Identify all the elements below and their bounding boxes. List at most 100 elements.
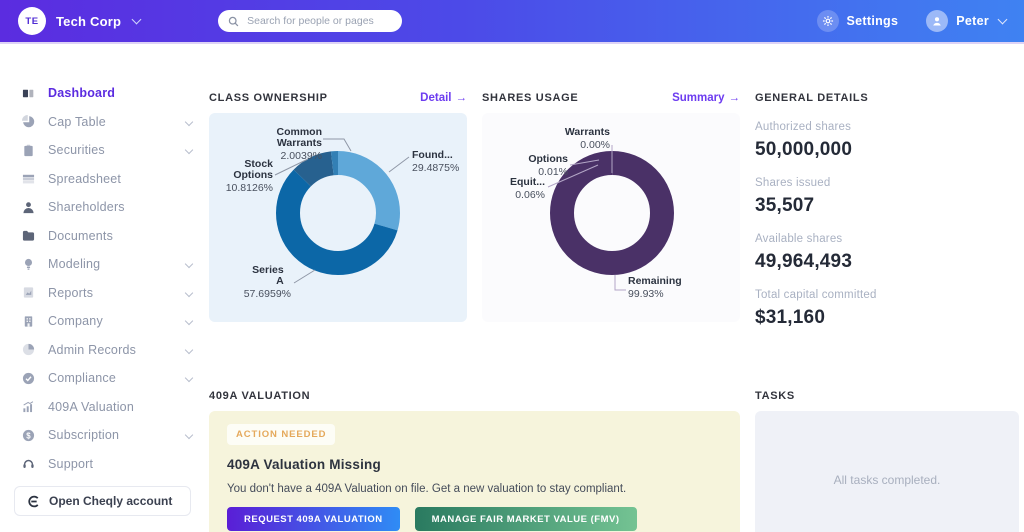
sidebar-item-modeling[interactable]: Modeling	[0, 250, 205, 279]
sidebar-item-admin-records[interactable]: Admin Records	[0, 336, 205, 365]
sidebar-item-label: Dashboard	[48, 86, 116, 101]
sidebar: Dashboard Cap Table Securities Spreadsheet S…	[0, 42, 205, 532]
valuation-missing-title: 409A Valuation Missing	[227, 457, 381, 472]
top-bar: TE Tech Corp Settings Peter	[0, 0, 1024, 42]
chevron-down-icon[interactable]	[184, 430, 194, 440]
sidebar-item-label: Compliance	[48, 371, 117, 386]
lightbulb-icon	[22, 258, 35, 271]
person-icon	[22, 201, 35, 214]
sidebar-item-compliance[interactable]: Compliance	[0, 364, 205, 393]
settings-label: Settings	[846, 14, 899, 28]
valuation-missing-description: You don't have a 409A Valuation on file.…	[227, 483, 627, 495]
folder-icon	[22, 229, 35, 242]
chevron-down-icon[interactable]	[184, 316, 194, 326]
tasks-empty-text: All tasks completed.	[833, 473, 941, 487]
sidebar-item-shareholders[interactable]: Shareholders	[0, 193, 205, 222]
sidebar-item-label: 409A Valuation	[48, 399, 134, 414]
open-cheqly-account-button[interactable]: Open Cheqly account	[14, 486, 191, 516]
chart-label-warrants: Warrants 0.00%	[564, 126, 610, 151]
chevron-down-icon	[997, 14, 1008, 25]
sidebar-item-dashboard[interactable]: Dashboard	[0, 79, 205, 108]
chevron-down-icon[interactable]	[184, 345, 194, 354]
donut-segment-remaining[interactable]	[550, 151, 674, 275]
request-409a-valuation-button[interactable]: REQUEST 409A VALUATION	[227, 507, 400, 531]
sidebar-item-documents[interactable]: Documents	[0, 222, 205, 251]
chevron-down-icon[interactable]	[184, 288, 194, 297]
user-icon	[933, 17, 941, 26]
svg-text:$: $	[26, 431, 31, 440]
open-cheqly-account-label: Open Cheqly account	[49, 494, 173, 508]
company-switcher[interactable]: TE Tech Corp	[18, 7, 142, 35]
global-search[interactable]	[218, 10, 403, 32]
stat-available-shares: Available shares 49,964,493	[755, 233, 853, 272]
sidebar-item-label: Documents	[48, 228, 114, 243]
sidebar-item-label: Admin Records	[48, 342, 137, 357]
shares-usage-summary-link[interactable]: Summary →	[672, 92, 740, 104]
dollar-circle-icon: $	[22, 429, 35, 442]
sidebar-item-reports[interactable]: Reports	[0, 279, 205, 308]
sidebar-item-company[interactable]: Company	[0, 307, 205, 336]
chart-label-common-warrants: Common Warrants 2.0039%	[276, 126, 323, 162]
arrow-right-icon: →	[728, 92, 741, 104]
support-icon	[22, 457, 35, 470]
action-needed-badge: ACTION NEEDED	[227, 424, 336, 445]
summary-link-label: Summary	[672, 92, 725, 104]
sidebar-item-label: Cap Table	[48, 114, 106, 129]
shares-usage-card: Warrants 0.00% Options 0.01% Equit... 0.…	[482, 113, 740, 322]
arrow-right-icon: →	[455, 92, 468, 104]
stat-total-capital-committed: Total capital committed $31,160	[755, 289, 877, 328]
tasks-title: TASKS	[755, 390, 795, 402]
spreadsheet-icon	[22, 172, 35, 185]
sidebar-item-label: Reports	[48, 285, 94, 300]
chart-label-options: Options 0.01%	[528, 153, 568, 178]
chevron-down-icon[interactable]	[184, 259, 194, 269]
class-ownership-donut-chart[interactable]	[209, 113, 467, 322]
gear-icon	[816, 10, 839, 32]
user-name: Peter	[956, 14, 989, 28]
tasks-card: All tasks completed.	[755, 411, 1019, 532]
donut-segment-common-warrants[interactable]	[276, 151, 400, 275]
sidebar-item-label: Company	[48, 314, 103, 329]
avatar	[926, 10, 949, 32]
sidebar-item-subscription[interactable]: $ Subscription	[0, 421, 205, 450]
chevron-down-icon[interactable]	[184, 145, 194, 155]
pie-chart-icon	[22, 115, 35, 128]
company-name: Tech Corp	[56, 13, 122, 29]
general-details-panel: Authorized shares 50,000,000 Shares issu…	[755, 113, 1019, 345]
company-logo: TE	[18, 7, 46, 35]
cheqly-logo-icon	[27, 495, 40, 508]
sidebar-item-409a-valuation[interactable]: 409A Valuation	[0, 393, 205, 422]
records-icon	[22, 343, 35, 356]
donut-segment-series-a[interactable]	[276, 151, 400, 275]
chart-label-remaining: Remaining 99.93%	[628, 275, 682, 300]
chart-label-series-a: Series A 57.6959%	[243, 264, 291, 300]
sidebar-item-label: Securities	[48, 143, 105, 158]
dashboard-icon	[22, 87, 35, 100]
sidebar-item-label: Subscription	[48, 428, 120, 443]
sidebar-item-securities[interactable]: Securities	[0, 136, 205, 165]
search-input[interactable]	[245, 14, 393, 28]
sidebar-item-cap-table[interactable]: Cap Table	[0, 108, 205, 137]
sidebar-item-spreadsheet[interactable]: Spreadsheet	[0, 165, 205, 194]
sidebar-item-label: Shareholders	[48, 200, 125, 215]
general-details-title: GENERAL DETAILS	[755, 92, 869, 104]
search-icon	[228, 16, 239, 26]
sidebar-item-label: Support	[48, 456, 94, 471]
class-ownership-detail-link[interactable]: Detail →	[420, 92, 467, 104]
class-ownership-title: CLASS OWNERSHIP	[209, 92, 328, 104]
shares-usage-title: SHARES USAGE	[482, 92, 579, 104]
report-icon	[22, 286, 35, 299]
sidebar-item-support[interactable]: Support	[0, 450, 205, 479]
valuation-409a-card: ACTION NEEDED 409A Valuation Missing You…	[209, 411, 740, 532]
chevron-down-icon[interactable]	[184, 373, 194, 383]
chart-label-founders: Found... 29.4875%	[412, 149, 460, 174]
manage-fmv-button[interactable]: MANAGE FAIR MARKET VALUE (FMV)	[414, 507, 637, 531]
valuation-chart-icon	[22, 400, 35, 413]
detail-link-label: Detail	[420, 92, 452, 104]
sidebar-item-label: Modeling	[48, 257, 101, 272]
shares-usage-donut-chart[interactable]	[482, 113, 740, 322]
settings-button[interactable]: Settings	[816, 10, 899, 32]
user-menu[interactable]: Peter	[926, 10, 1008, 32]
chevron-down-icon[interactable]	[184, 117, 194, 126]
building-icon	[22, 315, 35, 328]
